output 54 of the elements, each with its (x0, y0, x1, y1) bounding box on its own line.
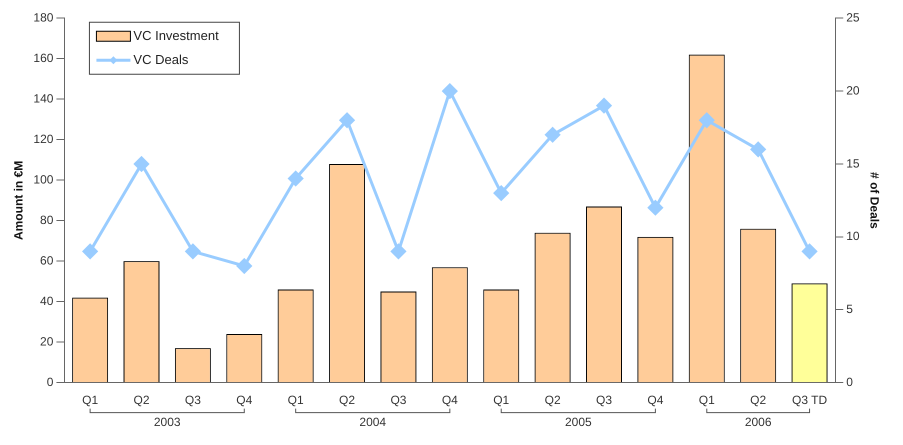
point (596, 98, 612, 114)
point (802, 244, 818, 259)
point (545, 127, 560, 142)
x-tick-label: Q3 (390, 393, 407, 408)
point (236, 258, 252, 274)
x-tick-label: Q2 (339, 393, 356, 408)
x-tick-label: Q2 (133, 393, 150, 408)
y-tick-label: 60 (40, 253, 54, 268)
point (699, 112, 714, 128)
point (648, 200, 663, 216)
point (134, 156, 150, 172)
text: 2005 (564, 414, 592, 429)
y2-tick-label: 10 (846, 229, 860, 244)
y2-tick-label: 15 (846, 156, 860, 170)
y-tick-label: 120 (33, 132, 54, 146)
y-tick-label: 180 (33, 10, 54, 25)
point (288, 171, 304, 186)
x-tick-label: Q3 (596, 393, 612, 408)
legend-label: VC Deals (133, 52, 189, 67)
x-tick-label: Q1 (493, 393, 510, 408)
y-tick-label: 80 (40, 212, 54, 227)
y2-tick-label: 5 (846, 302, 854, 316)
y-tick-label: 160 (33, 51, 54, 65)
text: 2003 (154, 414, 181, 429)
x-tick-label: Q1 (288, 393, 304, 408)
y-tick-label: 140 (33, 91, 54, 106)
text: 2004 (359, 414, 386, 429)
point (185, 244, 200, 259)
x-tick-label: Q3 TD (792, 393, 828, 408)
point (390, 244, 406, 259)
point (442, 84, 458, 99)
y-tick-label: 0 (46, 374, 54, 389)
y-tick-label: 20 (40, 334, 54, 348)
x-tick-label: Q3 (184, 393, 202, 408)
x-tick-label: Q4 (236, 393, 253, 408)
point (340, 112, 355, 128)
x-tick-label: Q4 (647, 393, 664, 408)
point (750, 142, 766, 157)
y-axis-title: Amount in €M (12, 160, 26, 240)
y2-tick-label: 25 (846, 10, 860, 25)
y2-axis-title: # of Deals (867, 172, 882, 230)
x-tick-label: Q1 (82, 393, 98, 408)
x-tick-label: Q2 (750, 393, 766, 408)
text: 2006 (744, 414, 772, 429)
x-tick-label: Q2 (544, 393, 561, 408)
y-tick-label: 100 (33, 172, 54, 186)
y2-tick-label: 20 (846, 83, 860, 98)
y-tick-label: 40 (40, 294, 54, 308)
point (82, 244, 98, 259)
y2-tick-label: 0 (846, 374, 854, 389)
legend-label: VC Investment (133, 28, 220, 43)
point (494, 186, 509, 201)
x-tick-label: Q4 (442, 393, 458, 408)
x-tick-label: Q1 (698, 393, 716, 408)
